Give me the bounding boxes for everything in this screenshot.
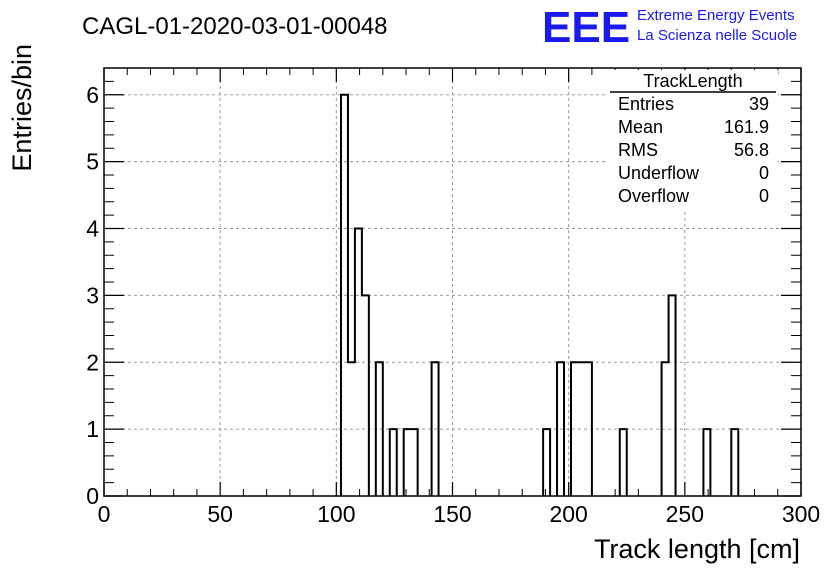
y-tick-label: 4 (86, 216, 99, 242)
y-tick-label: 3 (86, 282, 99, 308)
logo-line-1: Extreme Energy Events (637, 7, 795, 24)
histogram-bin (731, 429, 738, 496)
histogram-bin (362, 295, 369, 496)
x-tick-label: 50 (207, 501, 233, 527)
stats-label-underflow: Underflow (618, 163, 700, 183)
histogram-bin (376, 362, 383, 496)
y-tick-label: 1 (86, 416, 99, 442)
stats-value-rms: 56.8 (734, 140, 769, 160)
logo-line-2: La Scienza nelle Scuole (637, 27, 797, 44)
x-axis-label: Track length [cm] (594, 534, 800, 564)
stats-box: TrackLength Entries 39 Mean 161.9 RMS 56… (608, 70, 778, 210)
x-tick-label: 250 (666, 501, 704, 527)
stats-label-overflow: Overflow (618, 186, 690, 206)
stats-box-title: TrackLength (643, 71, 742, 91)
histogram-bin (585, 362, 592, 496)
histogram-bin (348, 362, 355, 496)
histogram-bin (662, 362, 669, 496)
y-axis-label: Entries/bin (7, 44, 37, 172)
histogram-bin (355, 229, 362, 497)
y-tick-label: 2 (86, 349, 99, 375)
stats-box-background (608, 70, 778, 210)
stats-value-mean: 161.9 (724, 117, 769, 137)
x-tick-label: 200 (549, 501, 587, 527)
histogram-bin (390, 429, 397, 496)
x-tick-label: 0 (98, 501, 111, 527)
histogram-bin (543, 429, 550, 496)
histogram-bin (404, 429, 411, 496)
stats-label-rms: RMS (618, 140, 658, 160)
x-tick-label: 150 (433, 501, 471, 527)
histogram-bin (411, 429, 418, 496)
plot-frame (103, 67, 802, 497)
histogram-outline (339, 93, 740, 496)
histogram-bars (339, 93, 740, 497)
stats-value-entries: 39 (749, 94, 769, 114)
eee-logo: EEE Extreme Energy Events La Scienza nel… (542, 3, 797, 52)
y-tick-label: 0 (86, 483, 99, 509)
chart-title: CAGL-01-2020-03-01-00048 (82, 13, 388, 40)
stats-label-entries: Entries (618, 94, 674, 114)
histogram-bin (557, 362, 564, 496)
histogram-bin (620, 429, 627, 496)
stats-value-overflow: 0 (759, 186, 769, 206)
axes: 0 50 100 150 200 250 300 0 1 2 3 4 5 6 (86, 68, 820, 527)
x-tick-label: 300 (782, 501, 820, 527)
y-tick-label: 5 (86, 149, 99, 175)
y-tick-label: 6 (86, 82, 99, 108)
x-tick-label: 100 (317, 501, 355, 527)
stats-label-mean: Mean (618, 117, 663, 137)
eee-logo-letters: EEE (542, 3, 630, 52)
histogram-bin (571, 362, 578, 496)
histogram-bin (341, 95, 348, 496)
stats-value-underflow: 0 (759, 163, 769, 183)
histogram-bin (578, 362, 585, 496)
histogram-bin (703, 429, 710, 496)
histogram-bin (432, 362, 439, 496)
histogram-bin (669, 295, 676, 496)
grid-lines (104, 68, 801, 496)
